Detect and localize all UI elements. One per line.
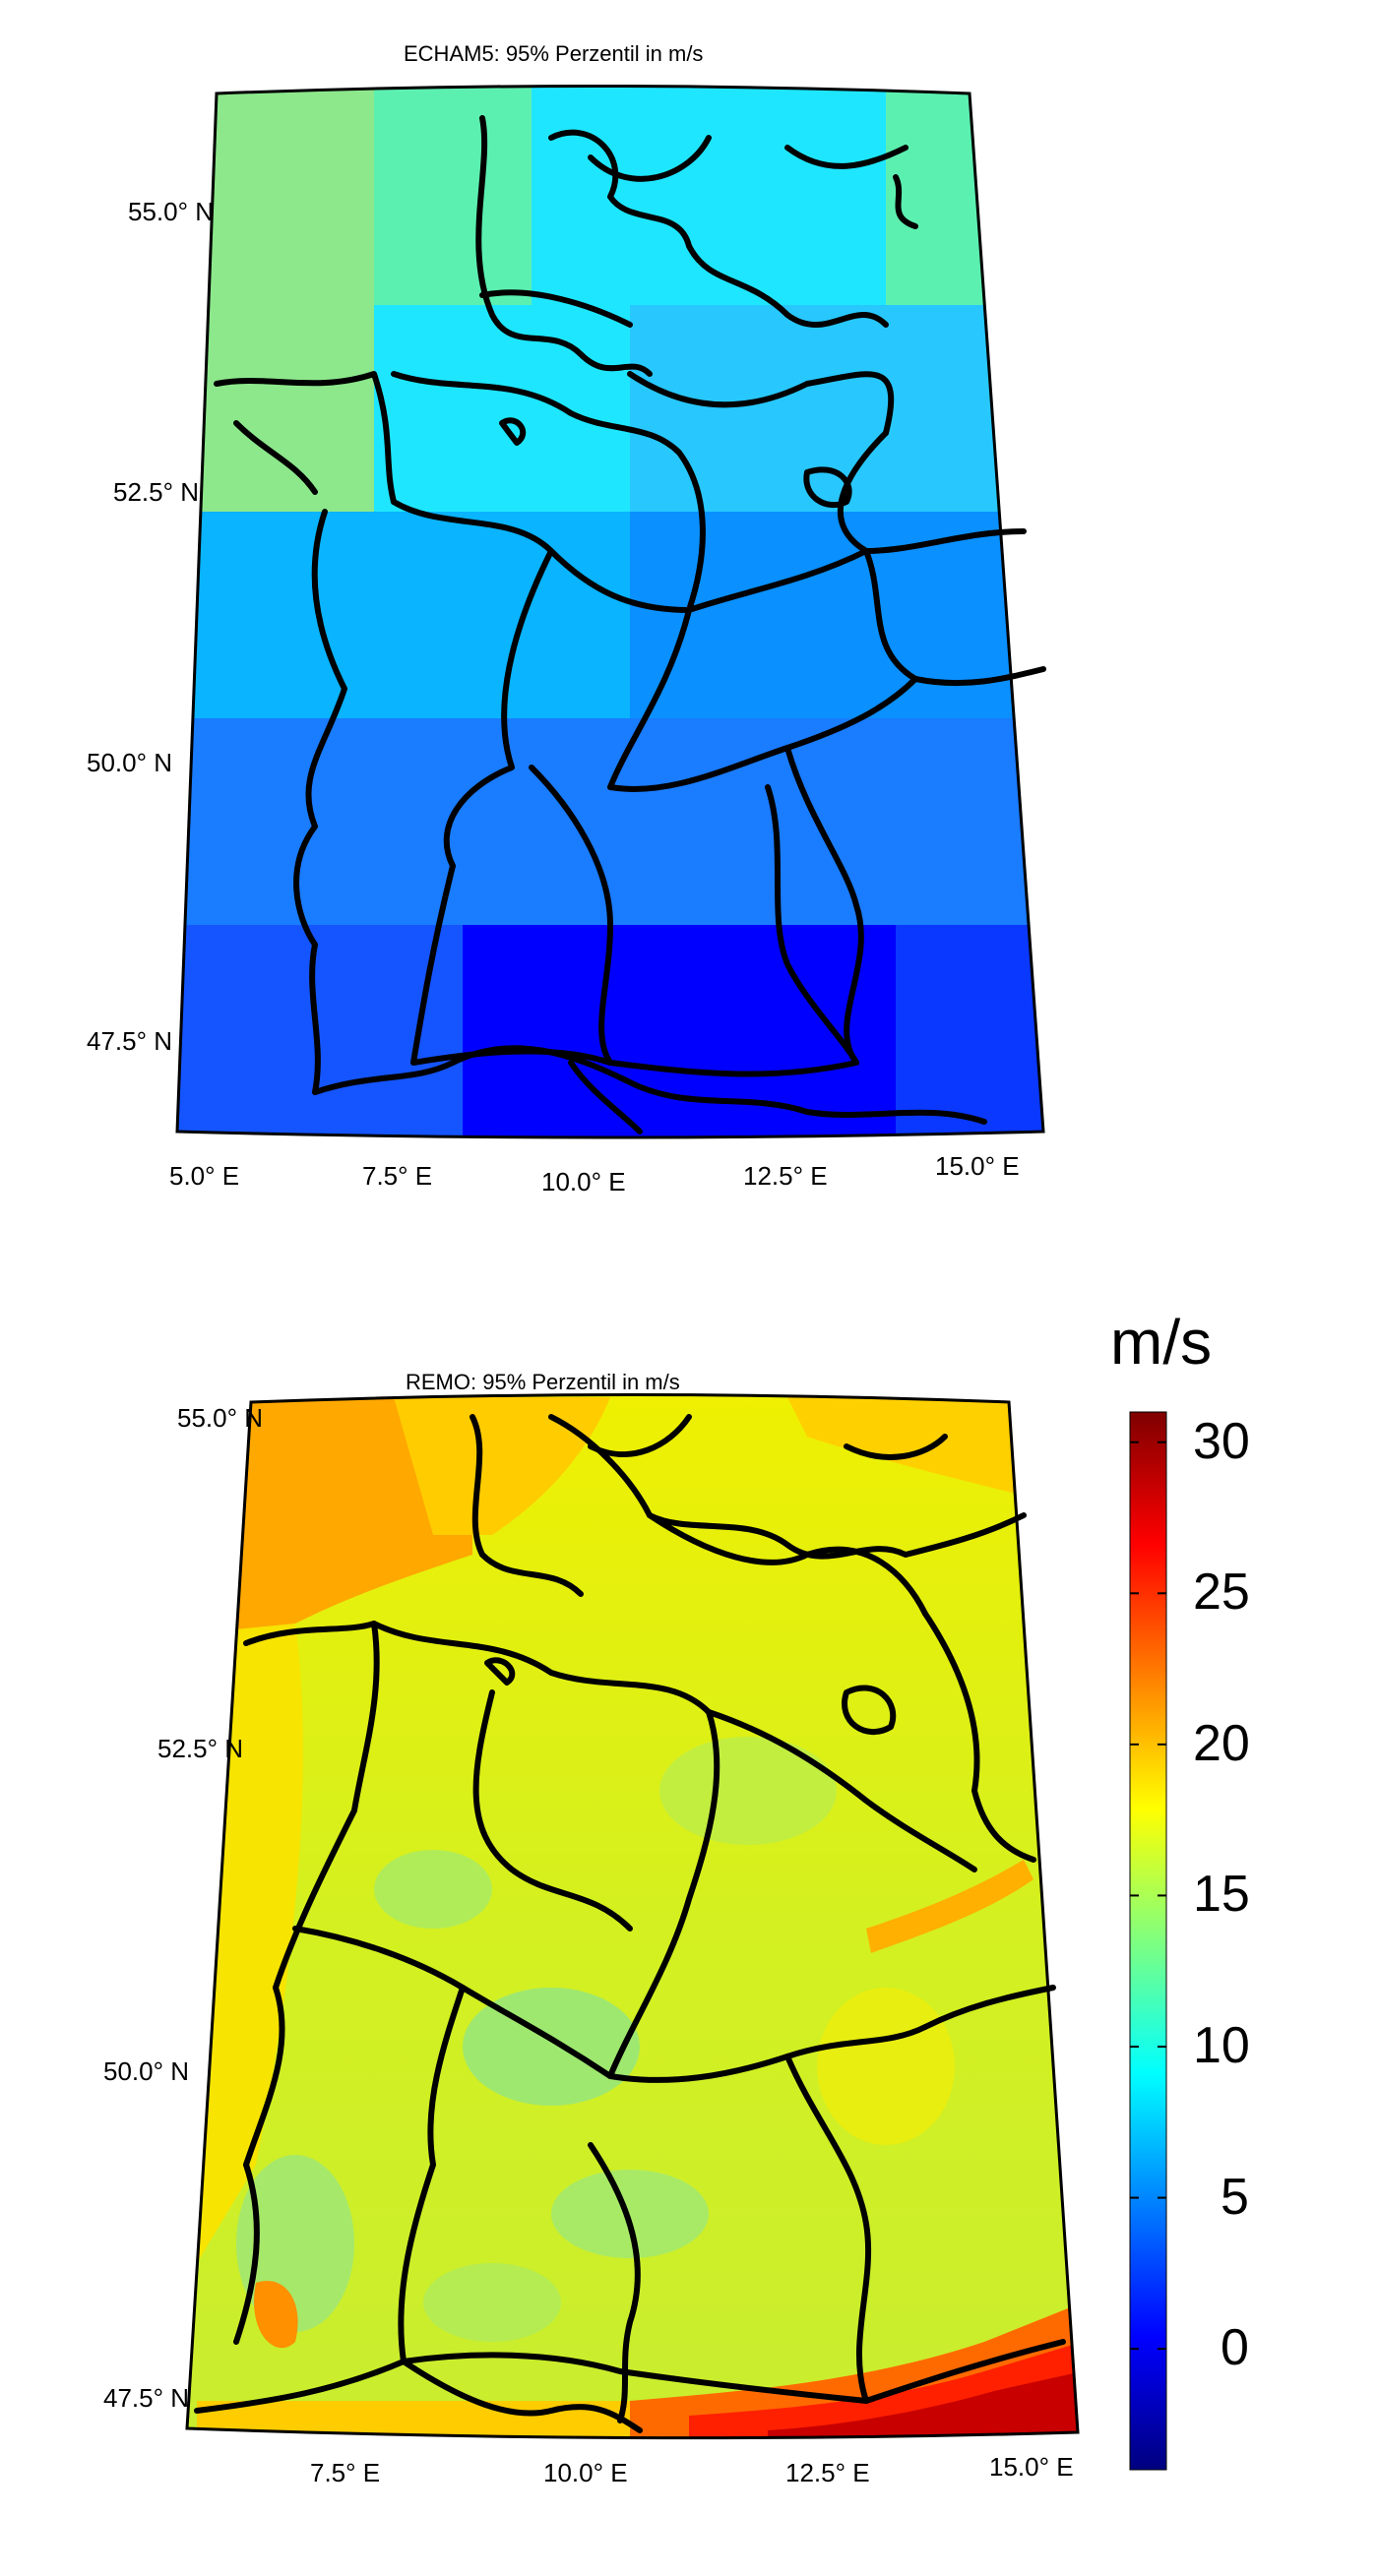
echam5-lat-label-47-5: 47.5° N bbox=[87, 1026, 173, 1056]
remo-lat-label-50: 50.0° N bbox=[103, 2056, 190, 2086]
echam5-map bbox=[175, 85, 1046, 1139]
echam5-lon-label-12-5: 12.5° E bbox=[743, 1161, 828, 1191]
remo-lon-label-7-5: 7.5° E bbox=[310, 2458, 381, 2487]
echam5-map-title: ECHAM5: 95% Perzentil in m/s bbox=[404, 41, 704, 66]
remo-map-frame bbox=[185, 1393, 1080, 2440]
echam5-lat-label-50: 50.0° N bbox=[87, 748, 173, 777]
remo-field bbox=[187, 1394, 1078, 2438]
colorbar-tick-label-20: 20 bbox=[1193, 1714, 1250, 1772]
remo-lat-label-52-5: 52.5° N bbox=[157, 1734, 244, 1763]
remo-lon-label-15: 15.0° E bbox=[989, 2452, 1074, 2482]
remo-lon-label-12-5: 12.5° E bbox=[785, 2458, 870, 2487]
colorbar-tick-label-30: 30 bbox=[1193, 1412, 1250, 1470]
remo-map-title: REMO: 95% Perzentil in m/s bbox=[406, 1370, 680, 1394]
echam5-lon-label-15: 15.0° E bbox=[935, 1151, 1020, 1181]
colorbar-tick-label-15: 15 bbox=[1193, 1866, 1250, 1924]
colorbar-tick-label-5: 5 bbox=[1221, 2168, 1249, 2226]
echam5-lon-label-7-5: 7.5° E bbox=[362, 1161, 433, 1191]
echam5-lat-label-55: 55.0° N bbox=[128, 197, 215, 226]
echam5-borders bbox=[214, 115, 1046, 1135]
colorbar-tick-label-25: 25 bbox=[1193, 1564, 1250, 1622]
colorbar-ticks bbox=[1130, 1441, 1166, 2351]
colorbar-unit: m/s bbox=[1110, 1307, 1213, 1378]
remo-borders bbox=[194, 1414, 1066, 2433]
echam5-lon-label-5: 5.0° E bbox=[169, 1161, 240, 1191]
remo-lat-label-55: 55.0° N bbox=[177, 1403, 264, 1433]
echam5-map-frame bbox=[175, 85, 1045, 1139]
remo-lon-label-10: 10.0° E bbox=[543, 2458, 628, 2487]
echam5-lon-label-10: 10.0° E bbox=[541, 1167, 626, 1196]
colorbar-gradient bbox=[1129, 1411, 1167, 2471]
colorbar-tick-label-0: 0 bbox=[1221, 2319, 1249, 2377]
colorbar-tick-label-10: 10 bbox=[1193, 2017, 1250, 2074]
echam5-lat-label-52-5: 52.5° N bbox=[113, 477, 200, 507]
remo-lat-label-47-5: 47.5° N bbox=[103, 2383, 190, 2413]
